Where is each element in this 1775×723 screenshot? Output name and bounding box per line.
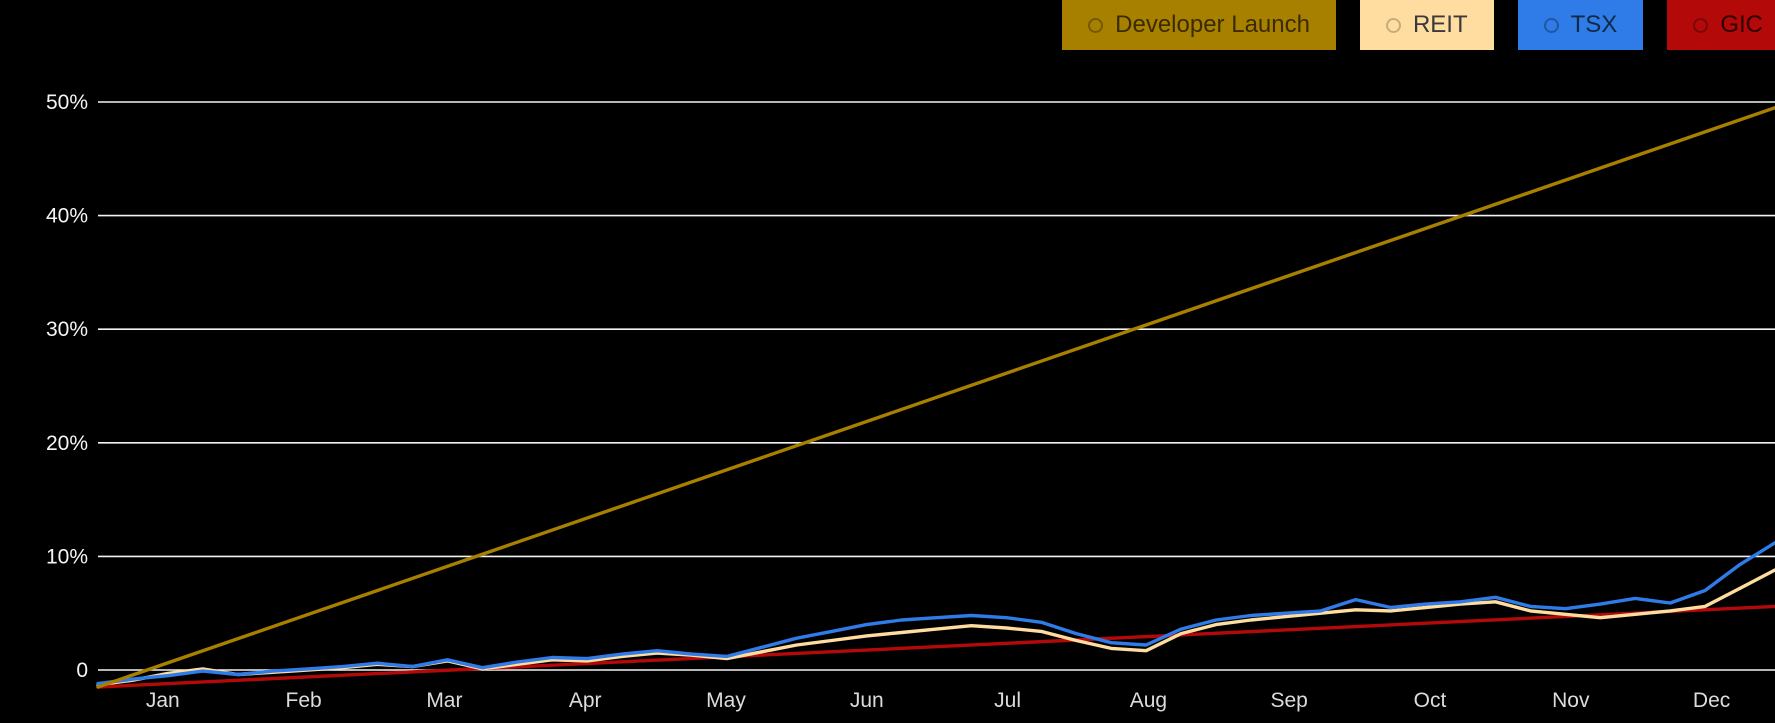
legend-item-tsx[interactable]: TSX (1517, 0, 1644, 50)
x-axis-tick-label: May (706, 689, 746, 712)
legend-item-gic[interactable]: GIC (1667, 0, 1775, 50)
series-line-gic (96, 604, 1775, 689)
x-axis-tick-label: Apr (569, 689, 602, 712)
y-axis-tick-label: 20% (46, 432, 88, 455)
x-axis-tick-label: Jan (146, 689, 180, 712)
y-axis-tick-label: 40% (46, 205, 88, 228)
x-axis-tick-label: Oct (1414, 689, 1447, 712)
y-axis-tick-label: 30% (46, 318, 88, 341)
series-line-tsx (96, 541, 1775, 686)
x-axis-tick-label: Nov (1552, 689, 1590, 712)
legend-item-developer-launch[interactable]: Developer Launch (1062, 0, 1336, 50)
circle-icon (1385, 17, 1401, 33)
legend-label-reit: REIT (1412, 11, 1468, 38)
legend-label-developer-launch: Developer Launch (1115, 11, 1310, 38)
y-axis-tick-label: 50% (46, 91, 88, 114)
circle-icon (1088, 17, 1104, 33)
circle-icon (1693, 17, 1709, 33)
x-axis-tick-label: Mar (426, 689, 462, 712)
x-axis-tick-label: Sep (1271, 689, 1308, 712)
x-axis-tick-label: Dec (1693, 689, 1730, 712)
y-axis-tick-label: 0 (76, 659, 88, 682)
series-line-developer-launch (96, 105, 1775, 689)
x-axis-tick-label: Jul (994, 689, 1021, 712)
legend: Developer Launch REIT TSX GIC (1062, 0, 1775, 50)
legend-label-gic: GIC (1720, 11, 1763, 38)
y-axis-tick-label: 10% (46, 545, 88, 568)
legend-item-reit[interactable]: REIT (1359, 0, 1494, 50)
legend-label-tsx: TSX (1570, 11, 1618, 38)
x-axis-tick-label: Feb (286, 689, 322, 712)
circle-icon (1543, 17, 1559, 33)
x-axis-tick-label: Aug (1130, 689, 1167, 712)
x-axis-tick-label: Jun (850, 689, 884, 712)
